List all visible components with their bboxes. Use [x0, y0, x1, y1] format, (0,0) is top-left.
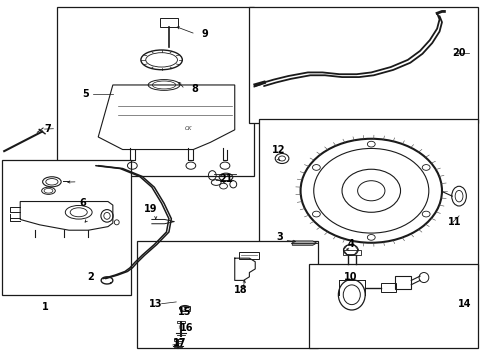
Text: 16: 16 [180, 323, 193, 333]
Polygon shape [292, 241, 316, 245]
Bar [394, 276, 410, 289]
Text: 12: 12 [271, 144, 285, 154]
Text: 2: 2 [87, 272, 94, 282]
Text: 13: 13 [149, 299, 162, 309]
Bar [380, 283, 395, 292]
Text: 11: 11 [447, 217, 461, 227]
Bar [137, 241, 317, 348]
Text: 9: 9 [201, 29, 207, 39]
Text: 3: 3 [276, 232, 283, 242]
Text: 6: 6 [79, 198, 86, 208]
Bar [249, 7, 477, 123]
Text: 5: 5 [82, 89, 89, 99]
Bar [160, 18, 177, 27]
Text: CK: CK [184, 126, 192, 131]
Bar [238, 252, 259, 259]
Text: 15: 15 [178, 307, 191, 317]
Text: 19: 19 [144, 204, 157, 215]
Text: 8: 8 [191, 84, 198, 94]
Text: 1: 1 [42, 302, 49, 312]
Text: 20: 20 [451, 48, 465, 58]
Bar [308, 264, 477, 348]
Text: 18: 18 [233, 285, 247, 296]
Bar [173, 339, 181, 341]
Text: 14: 14 [457, 299, 471, 309]
Text: 17: 17 [173, 338, 186, 348]
Text: 10: 10 [344, 272, 357, 282]
Bar [180, 306, 189, 311]
Bar [342, 250, 360, 255]
Text: 7: 7 [44, 124, 51, 134]
Text: 4: 4 [346, 239, 353, 249]
Bar [57, 7, 254, 176]
Bar [177, 321, 184, 323]
Text: 21: 21 [219, 174, 232, 184]
Bar [1, 160, 131, 295]
Bar [259, 119, 477, 270]
